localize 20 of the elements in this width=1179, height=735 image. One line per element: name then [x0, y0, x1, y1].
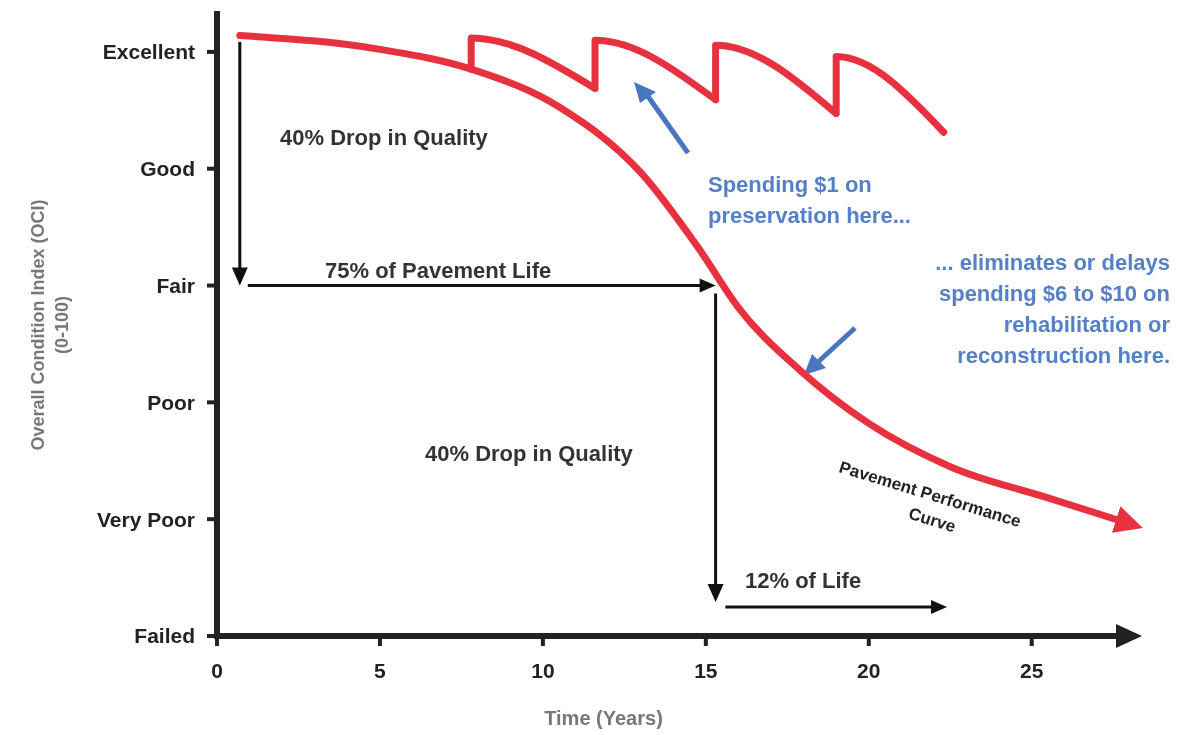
text: Overall Condition Index (OCI) (0-100) [28, 199, 72, 451]
annotation: 40% Drop in Quality [280, 125, 489, 150]
annotation: 75% of Pavement Life [325, 258, 552, 283]
text: Failed [134, 624, 195, 648]
annotation: Spending $1 on preservation here... [708, 172, 911, 228]
x-axis-title: Time (Years) [544, 707, 663, 729]
x-tick-label: 20 [857, 659, 881, 682]
x-tick-label: 15 [694, 659, 718, 682]
annotation: 40% Drop in Quality [425, 441, 634, 466]
x-tick-label: 0 [211, 659, 223, 682]
text: Poor [147, 390, 195, 414]
text: Good [140, 157, 195, 181]
annotation: 12% of Life [745, 568, 862, 593]
text: Excellent [102, 40, 195, 64]
x-tick-label: 25 [1020, 659, 1044, 682]
annotation: ... eliminates or delays spending $6 to $10 on rehabilitation or reconstruction here. [935, 250, 1171, 368]
text: Very Poor [96, 507, 195, 531]
text: Fair [156, 273, 195, 297]
x-tick-label: 5 [374, 659, 387, 682]
x-tick-label: 10 [531, 659, 555, 682]
